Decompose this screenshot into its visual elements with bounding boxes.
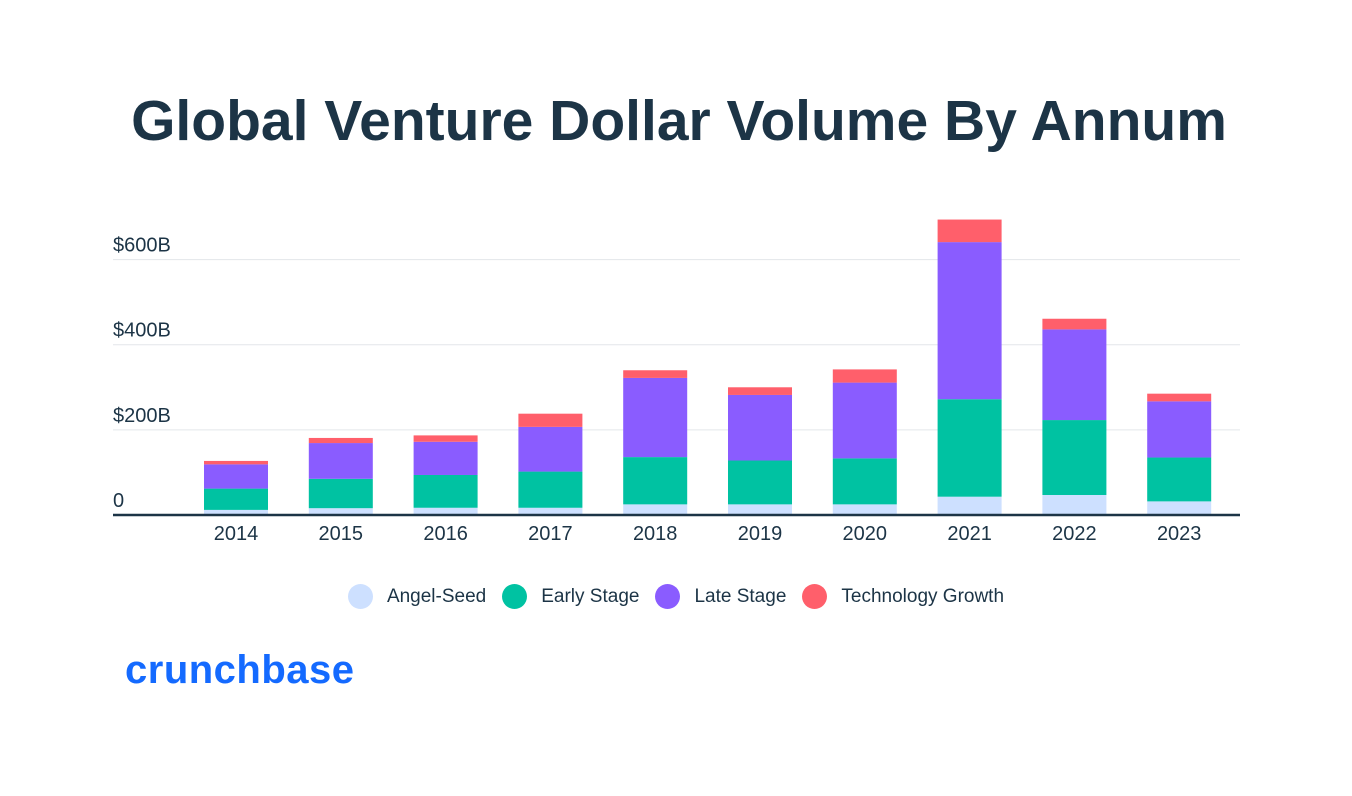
legend-swatch (655, 584, 681, 609)
stacked-bar-chart: 0 $200B $400B $600B 2014 2015 2016 2017 2018 2019… (113, 219, 1240, 545)
bar-angel-seed-2019 (728, 504, 792, 515)
bar-early-stage-2015 (308, 478, 373, 509)
x-tick-label: 2022 (1052, 523, 1097, 545)
bar-late-stage-2019 (728, 394, 792, 461)
y-tick-label: $600B (113, 235, 171, 257)
x-tick-label: 2018 (633, 523, 678, 545)
legend: Angel-Seed Early Stage Late Stage Technolog… (0, 584, 1352, 609)
y-tick-label: $400B (113, 320, 171, 342)
x-tick-label: 2016 (423, 523, 468, 545)
bar-angel-seed-2016 (413, 507, 478, 515)
bar-technology-growth-2021 (937, 219, 1002, 243)
bar-early-stage-2022 (1042, 420, 1107, 495)
bar-early-stage-2018 (623, 457, 688, 505)
y-tick-label: 0 (113, 490, 124, 512)
legend-swatch (502, 584, 528, 609)
bar-late-stage-2020 (832, 382, 897, 459)
legend-label: Late Stage (694, 585, 787, 607)
bar-angel-seed-2014 (204, 509, 268, 515)
bar-late-stage-2014 (204, 464, 268, 489)
bar-early-stage-2016 (413, 474, 478, 508)
bar-late-stage-2016 (413, 441, 478, 475)
x-tick-label: 2021 (947, 523, 992, 545)
x-tick-label: 2019 (738, 523, 783, 545)
legend-item: Late Stage (655, 584, 786, 609)
bar-technology-growth-2016 (413, 435, 478, 442)
bar-technology-growth-2014 (204, 460, 268, 465)
legend-label: Technology Growth (841, 585, 1005, 607)
legend-swatch (802, 584, 828, 609)
bar-early-stage-2017 (518, 471, 583, 508)
x-tick-label: 2014 (214, 523, 259, 545)
bar-angel-seed-2021 (937, 496, 1002, 515)
x-tick-label: 2017 (528, 523, 573, 545)
bar-technology-growth-2015 (308, 437, 373, 444)
bar-late-stage-2023 (1147, 401, 1212, 458)
legend-item: Early Stage (502, 584, 639, 609)
legend-item: Angel-Seed (347, 584, 487, 609)
chart-title: Global Venture Dollar Volume By Annum (131, 89, 1227, 153)
bar-late-stage-2017 (518, 426, 583, 472)
x-tick-label: 2020 (843, 523, 888, 545)
legend-swatch (347, 584, 373, 609)
bar-late-stage-2022 (1042, 329, 1107, 421)
bar-early-stage-2021 (937, 399, 1002, 497)
bar-angel-seed-2022 (1042, 494, 1107, 515)
bar-early-stage-2019 (728, 460, 792, 505)
bar-technology-growth-2020 (832, 369, 897, 383)
y-tick-label: $200B (113, 405, 171, 427)
x-tick-label: 2023 (1157, 523, 1202, 545)
bar-early-stage-2023 (1147, 457, 1212, 502)
bar-angel-seed-2018 (623, 504, 688, 515)
bar-late-stage-2015 (308, 443, 373, 479)
legend-label: Angel-Seed (386, 585, 487, 607)
legend-item: Technology Growth (802, 584, 1004, 609)
x-tick-label: 2015 (319, 523, 364, 545)
bar-technology-growth-2017 (518, 413, 583, 427)
bar-late-stage-2018 (623, 377, 688, 458)
bar-technology-growth-2018 (623, 370, 688, 378)
bar-angel-seed-2023 (1147, 501, 1212, 515)
bar-technology-growth-2023 (1147, 393, 1212, 402)
bar-angel-seed-2017 (518, 507, 583, 515)
bar-late-stage-2021 (937, 242, 1002, 400)
bar-technology-growth-2022 (1042, 318, 1107, 330)
bar-angel-seed-2015 (308, 508, 373, 515)
bar-angel-seed-2020 (832, 504, 897, 515)
bar-technology-growth-2019 (728, 387, 792, 395)
bar-early-stage-2020 (832, 458, 897, 505)
legend-label: Early Stage (541, 585, 640, 607)
crunchbase-logo: crunchbase (125, 648, 355, 692)
bar-early-stage-2014 (204, 488, 268, 510)
